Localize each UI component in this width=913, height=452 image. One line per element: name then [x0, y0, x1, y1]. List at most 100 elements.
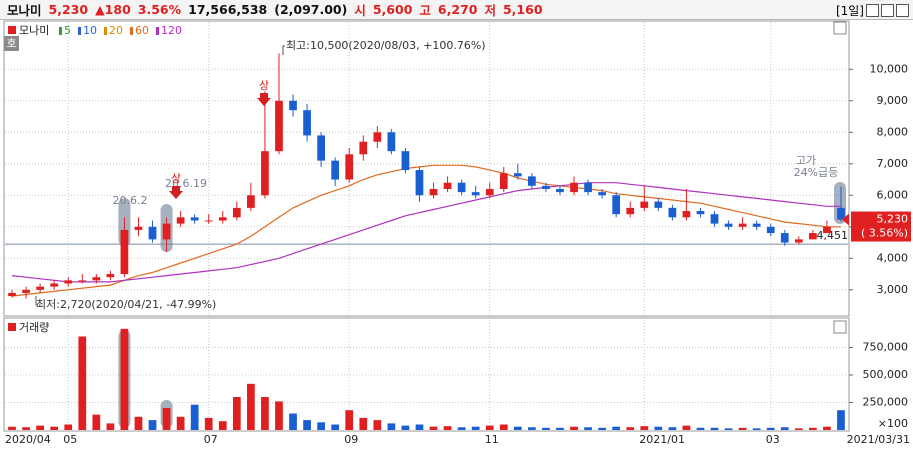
- legend-label: 5: [64, 24, 71, 37]
- volume-bar: [710, 427, 719, 430]
- volume-bar: [387, 423, 396, 430]
- period-button[interactable]: [1일]: [835, 4, 864, 18]
- candle-body: [331, 160, 340, 180]
- volume-bar: [837, 410, 845, 430]
- volume-bar: [429, 426, 438, 430]
- window-buttons: [1일]: [829, 2, 909, 19]
- x-tick-label: 2021/01: [639, 433, 685, 446]
- open: 5,600: [372, 2, 413, 17]
- volume-bar: [78, 336, 87, 430]
- volume-bar: [499, 424, 508, 430]
- candle-body: [837, 207, 845, 220]
- volume-bar: [668, 427, 677, 430]
- volume-bar: [738, 427, 747, 430]
- legend-swatch: [104, 27, 107, 35]
- volume-bar: [612, 426, 621, 430]
- annotation: 고가: [796, 154, 816, 167]
- volume-bar: [247, 383, 255, 430]
- candle-body: [542, 185, 550, 189]
- panel-button[interactable]: [833, 21, 847, 35]
- legend-swatch: [8, 26, 16, 34]
- candle-body: [682, 211, 691, 218]
- candle-body: [457, 182, 466, 193]
- annotation: 24%급등: [794, 166, 839, 179]
- candle-body: [415, 170, 424, 196]
- candle-body: [232, 207, 241, 218]
- volume-bar: [542, 427, 550, 430]
- volume-bar: [36, 425, 44, 430]
- candle-body: [499, 173, 508, 189]
- candle-body: [696, 211, 705, 215]
- legend-label: 모나미: [19, 24, 49, 37]
- volume-bar: [443, 426, 452, 430]
- candle-body: [724, 223, 733, 227]
- volume-bar: [345, 410, 354, 430]
- candle-body: [176, 217, 185, 224]
- candle-body: [387, 132, 396, 152]
- volume-bar: [556, 427, 564, 430]
- volume-bar: [823, 426, 831, 430]
- volume-bar: [8, 426, 16, 430]
- high-label: 고: [419, 3, 431, 18]
- price-tag-label: 5,230: [877, 213, 909, 226]
- badge-box: [4, 36, 19, 51]
- legend-label: 거래량: [19, 321, 49, 334]
- candle-body: [823, 226, 831, 234]
- candle-body: [106, 274, 115, 278]
- candle-body: [626, 207, 635, 215]
- x-tick-label: 05: [63, 433, 77, 446]
- annotation: 최저:2,720(2020/04/21, -47.99%): [36, 298, 216, 311]
- candle-body: [443, 182, 452, 189]
- annotation: 최고:10,500(2020/08/03, +100.76%): [286, 39, 486, 52]
- candle-body: [794, 239, 803, 243]
- candle-body: [317, 135, 325, 161]
- volume-bar: [471, 426, 480, 430]
- y-tick-label: 500,000: [863, 368, 909, 381]
- candle-body: [780, 233, 789, 243]
- candle-body: [218, 217, 227, 221]
- candle-body: [303, 110, 311, 136]
- candle-body: [50, 283, 59, 287]
- candle-body: [612, 195, 621, 215]
- candle-body: [752, 223, 761, 227]
- ma-line: [11, 182, 841, 283]
- volume: 17,566,538: [188, 2, 268, 17]
- volume-bar: [176, 416, 185, 430]
- volume-bar: [640, 426, 649, 430]
- candle-body: [64, 280, 73, 284]
- arrow: [257, 93, 271, 106]
- y-tick-label: 750,000: [863, 341, 909, 354]
- candle-body: [247, 195, 255, 208]
- volume-bar: [415, 424, 424, 430]
- volume-bar: [485, 425, 494, 430]
- volume-bar: [50, 426, 59, 430]
- index: (2,097.00): [274, 2, 348, 17]
- candle-body: [289, 100, 297, 111]
- panel-button[interactable]: [833, 320, 847, 334]
- button[interactable]: [866, 4, 879, 17]
- low: 5,160: [502, 2, 543, 17]
- annotation: 상: [171, 172, 181, 185]
- candle-body: [738, 223, 747, 227]
- volume-bar: [275, 401, 283, 430]
- price: 5,230: [48, 2, 89, 17]
- button[interactable]: [881, 4, 894, 17]
- candle-body: [275, 100, 283, 152]
- ma-line: [11, 164, 841, 297]
- candle-body: [654, 201, 663, 208]
- candle-body: [528, 176, 536, 186]
- price-marker: [842, 213, 849, 226]
- candle-body: [78, 280, 87, 282]
- volume-bar: [528, 427, 536, 430]
- candle-body: [204, 220, 213, 222]
- button[interactable]: [896, 4, 909, 17]
- volume-bar: [204, 417, 213, 430]
- volume-bar: [752, 428, 761, 430]
- volume-bar: [766, 427, 775, 430]
- volume-bar: [190, 404, 199, 430]
- open-label: 시: [354, 3, 366, 18]
- volume-bar: [457, 427, 466, 430]
- x-tick-label: 2021/03/31: [847, 433, 910, 446]
- header-bar: 모나미 5,230 ▲180 3.56% 17,566,538 (2,097.0…: [0, 0, 913, 20]
